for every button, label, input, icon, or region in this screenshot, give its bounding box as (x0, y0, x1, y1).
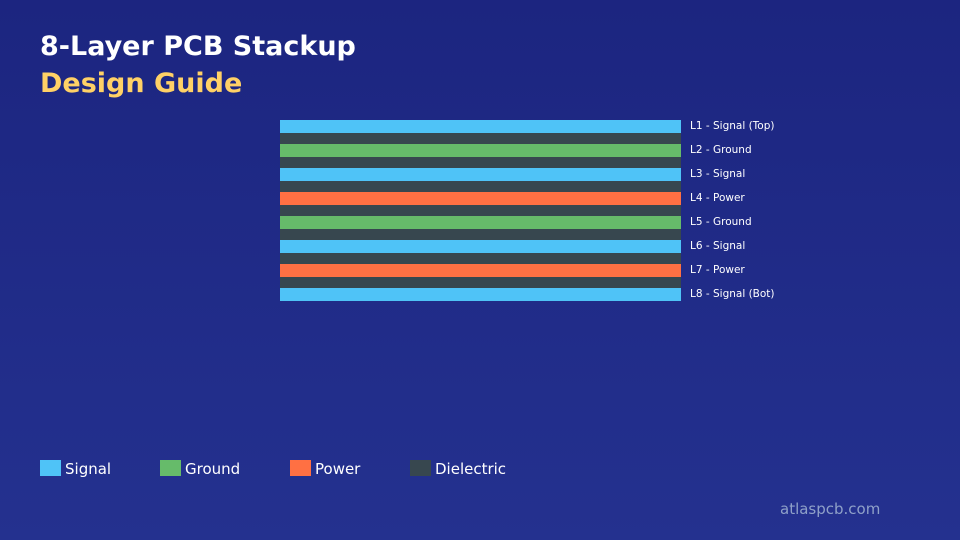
pcb-stackup-diagram: L1 - Signal (Top) L2 - Ground L3 - Signal L… (280, 120, 800, 305)
layer-7-label: L7 - Power (690, 264, 745, 276)
layer-8-signal (280, 288, 681, 301)
footer-site: atlaspcb.com (780, 500, 881, 518)
layer-3-signal (280, 168, 681, 181)
dielectric-2 (280, 157, 681, 168)
dielectric-4 (280, 205, 681, 216)
layer-5-label: L5 - Ground (690, 216, 752, 228)
legend-swatch-power (290, 460, 311, 476)
legend-label-signal: Signal (65, 460, 112, 478)
layer-5-ground (280, 216, 681, 229)
layer-4-label: L4 - Power (690, 192, 745, 204)
layer-1-label: L1 - Signal (Top) (690, 120, 775, 132)
layer-8-label: L8 - Signal (Bot) (690, 288, 775, 300)
layer-6-signal (280, 240, 681, 253)
layer-6-label: L6 - Signal (690, 240, 746, 252)
legend-label-ground: Ground (185, 460, 241, 478)
page-title: 8-Layer PCB Stackup (40, 31, 356, 62)
layer-2-ground (280, 144, 681, 157)
layer-7-power (280, 264, 681, 277)
legend-swatch-signal (40, 460, 61, 476)
page-subtitle: Design Guide (40, 68, 243, 99)
dielectric-7 (280, 277, 681, 288)
layer-1-signal (280, 120, 681, 133)
legend-label-dielectric: Dielectric (435, 460, 507, 478)
layer-4-power (280, 192, 681, 205)
dielectric-3 (280, 181, 681, 192)
dielectric-6 (280, 253, 681, 264)
layer-3-label: L3 - Signal (690, 168, 746, 180)
legend-swatch-dielectric (410, 460, 431, 476)
layer-2-label: L2 - Ground (690, 144, 752, 156)
dielectric-5 (280, 229, 681, 240)
legend-label-power: Power (315, 460, 361, 478)
dielectric-1 (280, 133, 681, 144)
legend-swatch-ground (160, 460, 181, 476)
